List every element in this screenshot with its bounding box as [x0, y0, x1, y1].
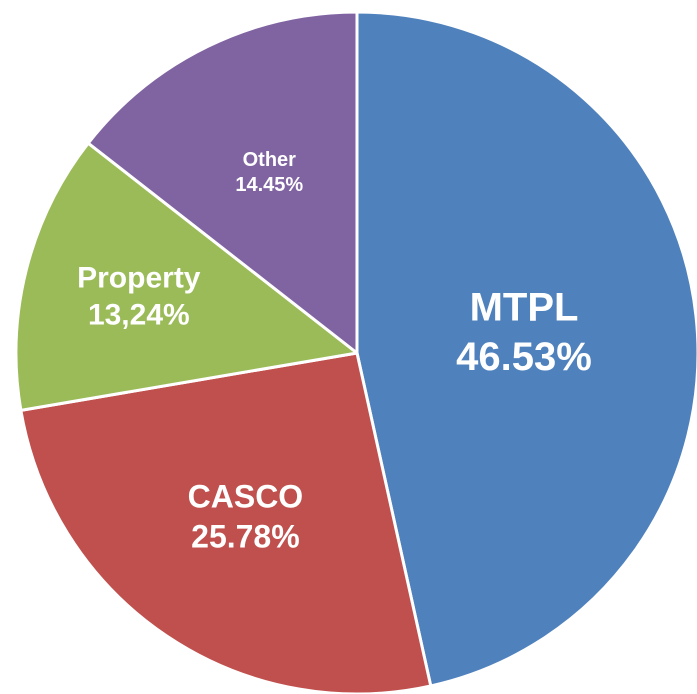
slice-value-label: 25.78% — [191, 518, 300, 554]
slice-label: MTPL — [470, 285, 579, 329]
pie-slice — [14, 141, 359, 412]
pie-slice — [86, 10, 359, 355]
slice-label: CASCO — [188, 479, 304, 515]
slice-label: Other — [243, 149, 297, 171]
slice-value-label: 14.45% — [235, 174, 303, 196]
pie-slice — [355, 10, 697, 688]
slice-value-label: 46.53% — [456, 335, 592, 379]
slice-label: Property — [77, 261, 201, 294]
slice-value-label: 13,24% — [88, 299, 190, 332]
